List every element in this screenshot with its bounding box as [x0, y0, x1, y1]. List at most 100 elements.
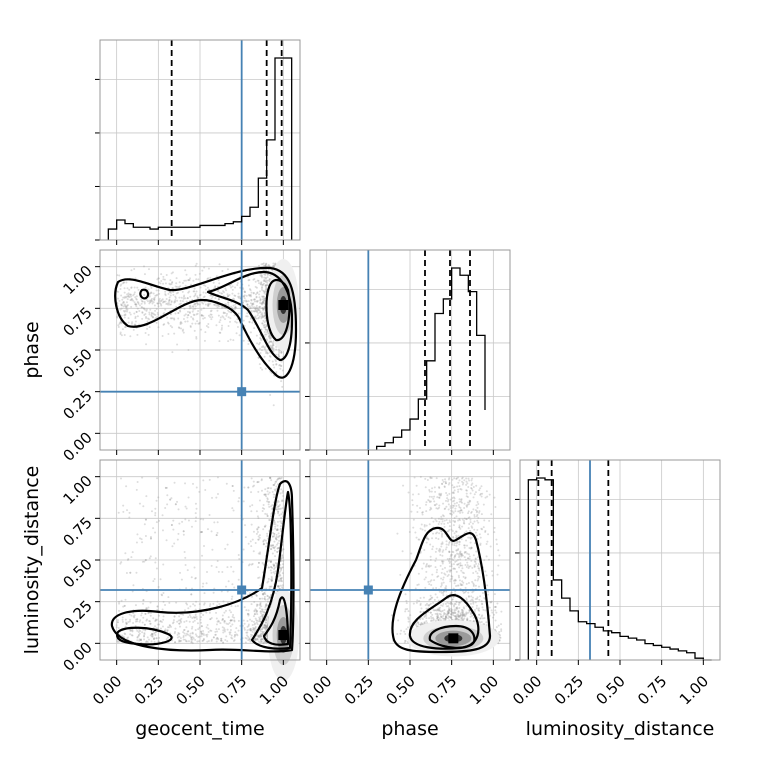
- x-tick-label: 0.25: [131, 672, 167, 708]
- histogram-bar: [250, 207, 258, 240]
- x-tick-label: 0.50: [172, 672, 208, 708]
- histogram-bar: [460, 275, 468, 450]
- x-tick-label: 0.75: [634, 672, 670, 708]
- truth-marker: [363, 585, 373, 595]
- y-tick-label: 0.75: [59, 303, 95, 339]
- histogram-bar: [233, 222, 241, 240]
- hist-luminosity-distance: 0.00 0.25 0.50 0.75 1.00: [509, 459, 721, 708]
- histogram-bar: [578, 622, 586, 660]
- histogram-bar: [653, 645, 661, 660]
- histogram-bar: [217, 225, 225, 240]
- histogram-bar: [562, 598, 570, 660]
- histogram-bar: [192, 227, 200, 240]
- histogram-bar: [125, 224, 133, 240]
- y-tick-label: 0.50: [59, 555, 95, 591]
- contour-line: [265, 279, 291, 342]
- histogram-bar: [587, 624, 595, 660]
- histogram-bar: [612, 633, 620, 660]
- histogram-outline: [527, 477, 712, 661]
- y-tick-label: 1.00: [59, 262, 95, 298]
- x-tick-label: 0.00: [89, 672, 125, 708]
- x-tick-label: 0.50: [592, 672, 628, 708]
- histogram-bar: [200, 225, 208, 240]
- contour-line: [391, 526, 492, 654]
- y-tick-label: 0.50: [59, 345, 95, 381]
- histogram-bar: [175, 227, 183, 240]
- histogram-outline: [107, 57, 293, 240]
- histogram-bar: [570, 611, 578, 660]
- y-tick-label: 1.00: [59, 472, 95, 508]
- histogram-bar: [410, 419, 418, 450]
- histogram-bar: [393, 437, 401, 450]
- histogram-bar: [427, 361, 435, 450]
- scatter-phase-vs-luminosity-distance: 0.00 0.25 0.50 0.75 1.00: [299, 459, 511, 708]
- histogram-bar: [670, 649, 678, 660]
- histogram-bar: [142, 227, 150, 240]
- scatter-geocent-time-vs-phase: 0.00 0.25 0.50 0.75 1.00: [59, 249, 301, 465]
- histogram-bar: [225, 224, 233, 240]
- contour-line: [116, 626, 173, 646]
- contour-line: [250, 490, 293, 650]
- contour-line: [428, 624, 476, 649]
- histogram-bar: [435, 314, 443, 451]
- y-tick-label: 0.00: [59, 638, 95, 674]
- histogram-bar: [402, 430, 410, 450]
- histogram-bar: [662, 647, 670, 660]
- histogram-bar: [553, 580, 561, 660]
- hist-phase: [305, 249, 511, 455]
- histogram-bar: [477, 335, 485, 450]
- x-tick-label: 1.00: [676, 672, 712, 708]
- y-axis-label-luminosity-distance: luminosity_distance: [21, 466, 43, 655]
- histogram-bar: [258, 178, 266, 240]
- x-tick-label: 1.00: [466, 672, 502, 708]
- x-tick-label: 0.50: [382, 672, 418, 708]
- histogram-bar: [150, 229, 158, 240]
- contour-line: [139, 288, 150, 300]
- x-axis-label-phase: phase: [381, 718, 438, 740]
- truth-marker: [237, 387, 247, 397]
- histogram-bar: [645, 644, 653, 660]
- histogram-bar: [283, 58, 291, 240]
- y-axis-label-phase: phase: [21, 321, 43, 378]
- scatter-geocent-time-vs-luminosity-distance: 0.00 0.25 0.50 0.75 1.000.000.250.500.751.00: [59, 459, 301, 708]
- x-tick-label: 0.00: [509, 672, 545, 708]
- histogram-bar: [108, 229, 116, 240]
- contour-line: [110, 480, 295, 653]
- y-tick-label: 0.75: [59, 513, 95, 549]
- histogram-bar: [158, 227, 166, 240]
- histogram-bar: [267, 140, 275, 240]
- x-axis-label-geocent-time: geocent_time: [135, 718, 264, 740]
- x-tick-label: 0.75: [214, 672, 250, 708]
- density-peak: [448, 633, 459, 644]
- histogram-bar: [628, 638, 636, 660]
- density-peak: [278, 630, 289, 640]
- histogram-bar: [385, 443, 393, 450]
- truth-marker: [237, 585, 247, 595]
- y-tick-label: 0.00: [59, 428, 95, 464]
- x-tick-label: 0.25: [551, 672, 587, 708]
- histogram-bar: [208, 225, 216, 240]
- y-tick-label: 0.25: [59, 597, 95, 633]
- histogram-bar: [637, 640, 645, 660]
- hist-geocent-time: [95, 39, 301, 245]
- histogram-bar: [678, 651, 686, 660]
- histogram-bar: [620, 636, 628, 660]
- histogram-bar: [117, 220, 125, 240]
- histogram-bar: [687, 653, 695, 660]
- histogram-bar: [528, 480, 536, 660]
- y-tick-label: 0.25: [59, 387, 95, 423]
- histogram-bar: [452, 268, 460, 450]
- histogram-bar: [595, 627, 603, 660]
- contour-line: [206, 270, 294, 362]
- contour-line: [262, 596, 290, 646]
- contour-line: [408, 594, 480, 650]
- density-peak: [278, 300, 289, 310]
- x-tick-label: 0.00: [299, 672, 335, 708]
- histogram-bar: [133, 227, 141, 240]
- histogram-bar: [242, 216, 250, 240]
- histogram-outline: [376, 267, 486, 450]
- x-axis-label-luminosity-distance: luminosity_distance: [526, 718, 715, 740]
- histogram-bar: [183, 227, 191, 240]
- x-tick-label: 0.25: [341, 672, 377, 708]
